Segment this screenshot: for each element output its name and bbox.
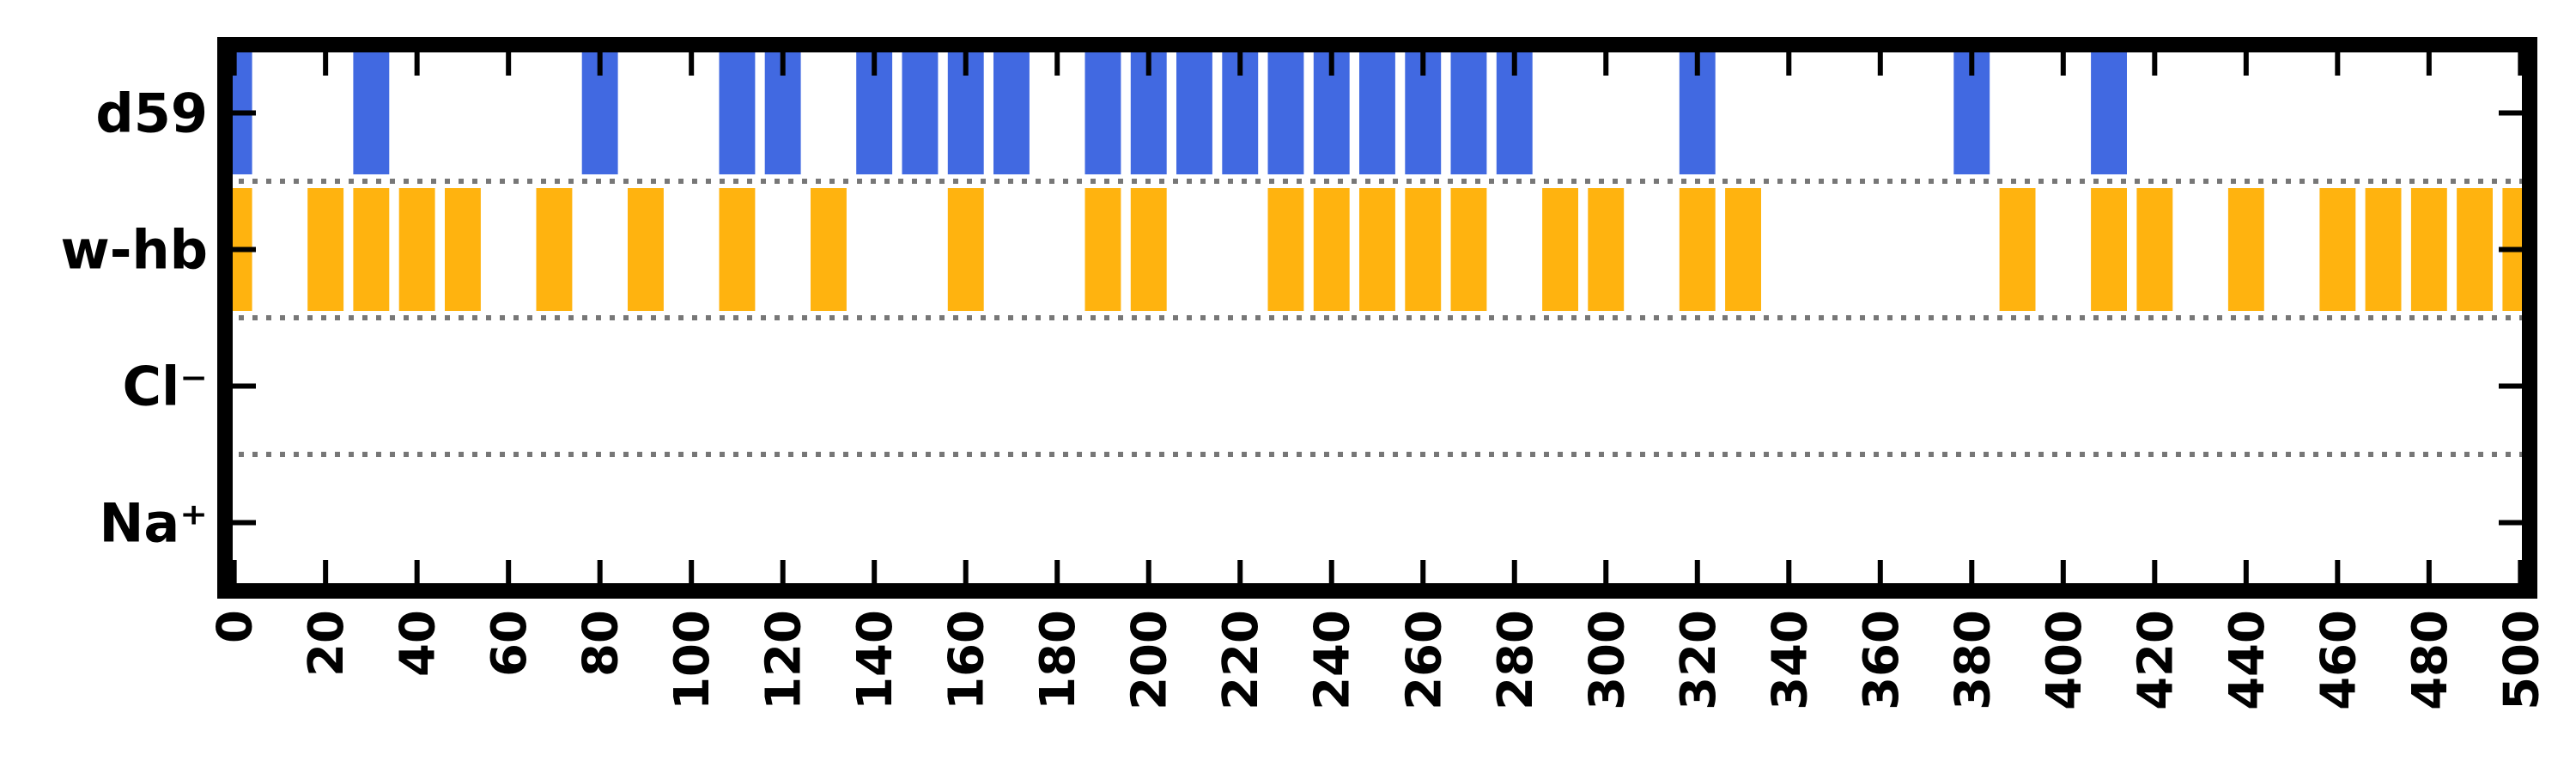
bar-d59-15 xyxy=(1359,52,1395,174)
bar-d59-1 xyxy=(353,52,390,174)
bar-whb-18 xyxy=(1588,188,1625,311)
x-tick-label-17: 340 xyxy=(1762,610,1818,710)
y-label-0: d59 xyxy=(95,82,208,145)
bar-whb-2 xyxy=(353,188,390,311)
x-tick-label-10: 200 xyxy=(1122,610,1178,710)
x-tick-label-24: 480 xyxy=(2403,610,2458,710)
x-axis-labels: 0 20 40 60 80 100 120 140 160 180 200 220 240 260 280 3… xyxy=(208,610,2550,710)
bar-d59-21 xyxy=(2091,52,2127,174)
bar-whb-11 xyxy=(1130,188,1167,311)
x-tick-label-11: 220 xyxy=(1213,610,1269,710)
x-tick-label-22: 440 xyxy=(2220,610,2275,710)
x-tick-label-1: 20 xyxy=(299,610,355,677)
x-tick-label-14: 280 xyxy=(1488,610,1544,710)
bar-d59-11 xyxy=(1176,52,1212,174)
x-tick-label-9: 180 xyxy=(1030,610,1086,710)
bar-whb-13 xyxy=(1313,188,1350,311)
x-tick-label-21: 420 xyxy=(2128,610,2184,710)
bar-whb-24 xyxy=(2227,188,2264,311)
bar-whb-23 xyxy=(2136,188,2173,311)
bar-whb-9 xyxy=(947,188,984,311)
bar-d59-3 xyxy=(719,52,756,174)
y-axis-labels: d59 w-hb Cl⁻ Na⁺ xyxy=(60,82,208,555)
x-tick-label-5: 100 xyxy=(665,610,720,710)
bar-whb-25 xyxy=(2319,188,2356,311)
bar-whb-4 xyxy=(445,188,481,311)
x-tick-label-7: 140 xyxy=(848,610,903,710)
bar-d59-13 xyxy=(1267,52,1304,174)
bar-whb-26 xyxy=(2365,188,2402,311)
bar-whb-16 xyxy=(1450,188,1487,311)
bar-d59-6 xyxy=(902,52,939,174)
bar-whb-14 xyxy=(1359,188,1395,311)
x-tick-label-19: 380 xyxy=(1945,610,2001,710)
x-tick-label-18: 360 xyxy=(1854,610,1910,710)
bar-whb-20 xyxy=(1725,188,1761,311)
x-tick-label-2: 40 xyxy=(391,610,447,677)
bar-whb-15 xyxy=(1405,188,1442,311)
bar-whb-7 xyxy=(719,188,756,311)
bar-whb-19 xyxy=(1679,188,1716,311)
bar-whb-1 xyxy=(307,188,344,311)
bar-whb-5 xyxy=(536,188,573,311)
bar-d59-17 xyxy=(1450,52,1487,174)
bar-whb-8 xyxy=(811,188,847,311)
bar-d59-8 xyxy=(993,52,1030,174)
plot-frame xyxy=(217,37,2537,599)
bar-whb-6 xyxy=(628,188,664,311)
x-tick-label-15: 300 xyxy=(1579,610,1635,710)
x-tick-label-0: 0 xyxy=(208,610,264,643)
bar-whb-28 xyxy=(2457,188,2493,311)
x-tick-label-6: 120 xyxy=(756,610,812,710)
x-tick-label-16: 320 xyxy=(1671,610,1727,710)
x-tick-label-20: 400 xyxy=(2037,610,2093,710)
x-tick-label-23: 460 xyxy=(2311,610,2366,710)
bar-whb-27 xyxy=(2410,188,2447,311)
y-label-3: Na⁺ xyxy=(100,492,208,555)
bar-whb-17 xyxy=(1542,188,1578,311)
bar-whb-12 xyxy=(1267,188,1304,311)
x-tick-label-12: 240 xyxy=(1305,610,1361,710)
bar-whb-21 xyxy=(1999,188,2036,311)
y-label-2: Cl⁻ xyxy=(123,356,208,418)
x-tick-label-8: 160 xyxy=(939,610,995,710)
bar-whb-10 xyxy=(1084,188,1121,311)
bars-layer xyxy=(225,52,2530,311)
x-tick-label-13: 260 xyxy=(1396,610,1452,710)
x-tick-label-25: 500 xyxy=(2494,610,2549,710)
x-tick-label-3: 60 xyxy=(482,610,538,677)
bar-whb-3 xyxy=(398,188,435,311)
y-label-1: w-hb xyxy=(60,219,208,282)
x-tick-label-4: 80 xyxy=(574,610,629,677)
bar-d59-9 xyxy=(1084,52,1121,174)
bar-whb-22 xyxy=(2091,188,2127,311)
